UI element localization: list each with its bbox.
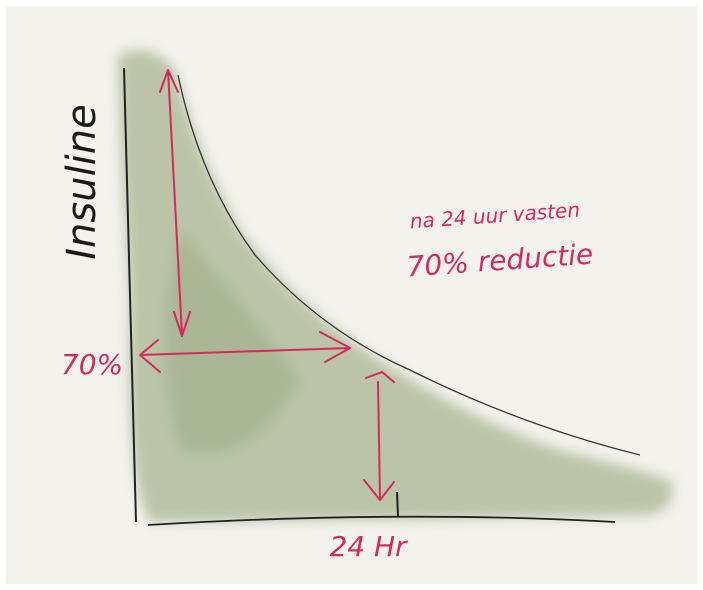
bottom-label: 24 Hr [329, 530, 408, 563]
left-label: 70% [61, 348, 123, 381]
x-tick [397, 492, 398, 516]
y-axis-label: Insuline [59, 104, 105, 260]
sketch: Insuline na 24 uur vasten 70% reductie 7… [0, 0, 703, 590]
